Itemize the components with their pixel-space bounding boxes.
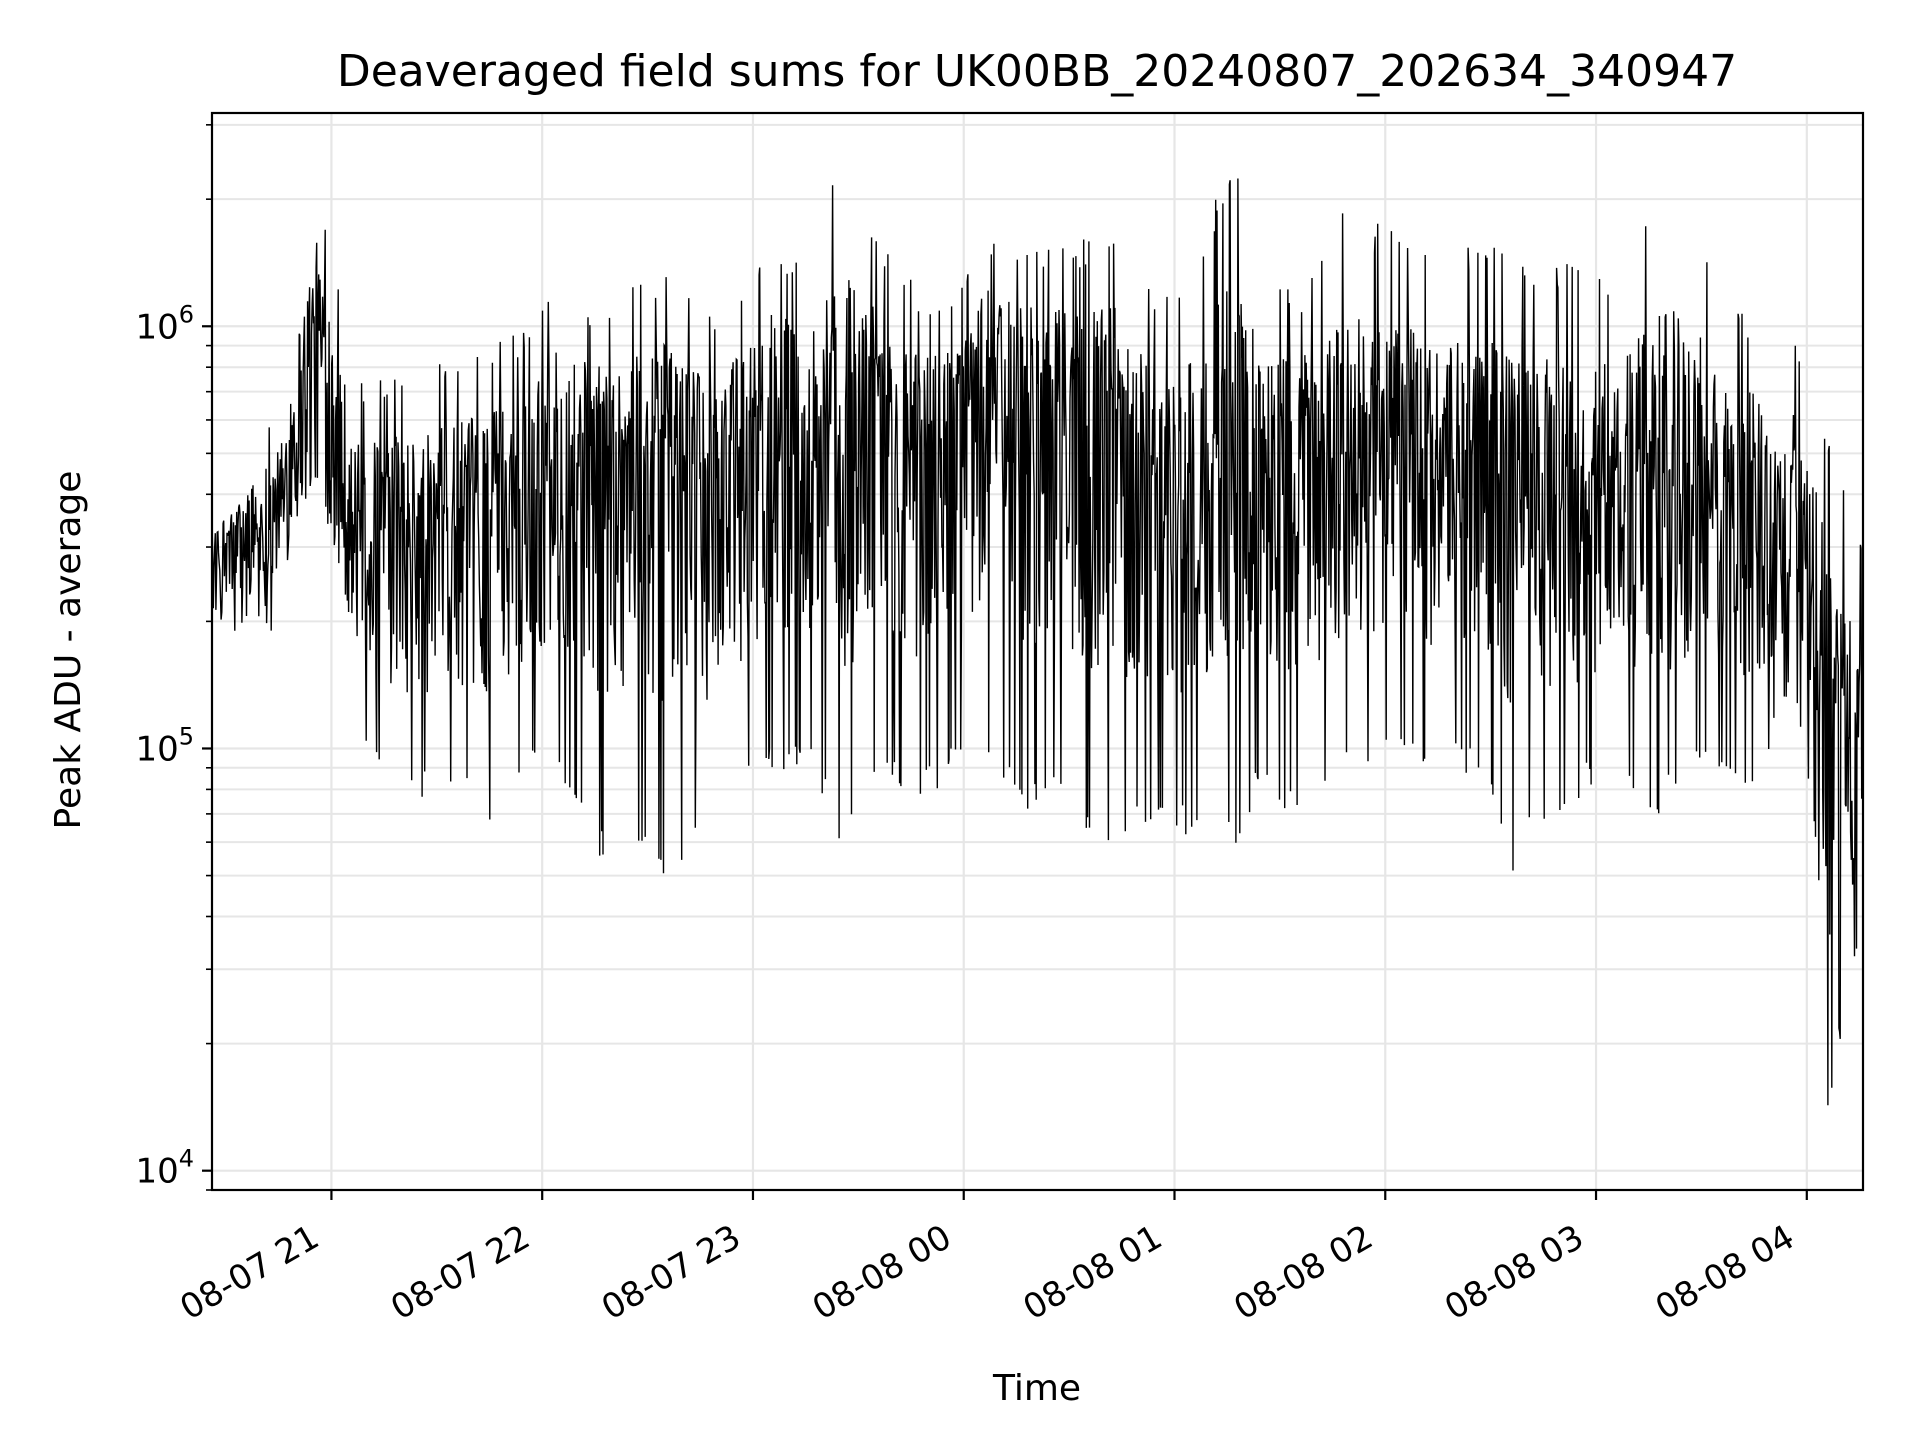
series-layer xyxy=(211,178,1864,1106)
y-tick-label-exponent: 6 xyxy=(179,300,194,328)
y-tick-label-base: 10 xyxy=(135,307,178,347)
y-tick-label-exponent: 5 xyxy=(179,722,194,750)
y-tick-label-exponent: 4 xyxy=(179,1145,194,1173)
y-tick-label-base: 10 xyxy=(135,1152,178,1192)
y-axis-label: Peak ADU - average xyxy=(48,471,89,830)
y-tick-label-base: 10 xyxy=(135,729,178,769)
chart-title: Deaveraged field sums for UK00BB_2024080… xyxy=(337,46,1737,97)
x-axis-label: Time xyxy=(992,1368,1081,1409)
y-tick-label: 105 xyxy=(135,722,194,769)
plot-frame xyxy=(210,111,1865,1192)
y-tick-label: 106 xyxy=(135,300,194,347)
peak-adu-series-line xyxy=(211,178,1864,1106)
y-tick-label: 104 xyxy=(135,1145,194,1192)
